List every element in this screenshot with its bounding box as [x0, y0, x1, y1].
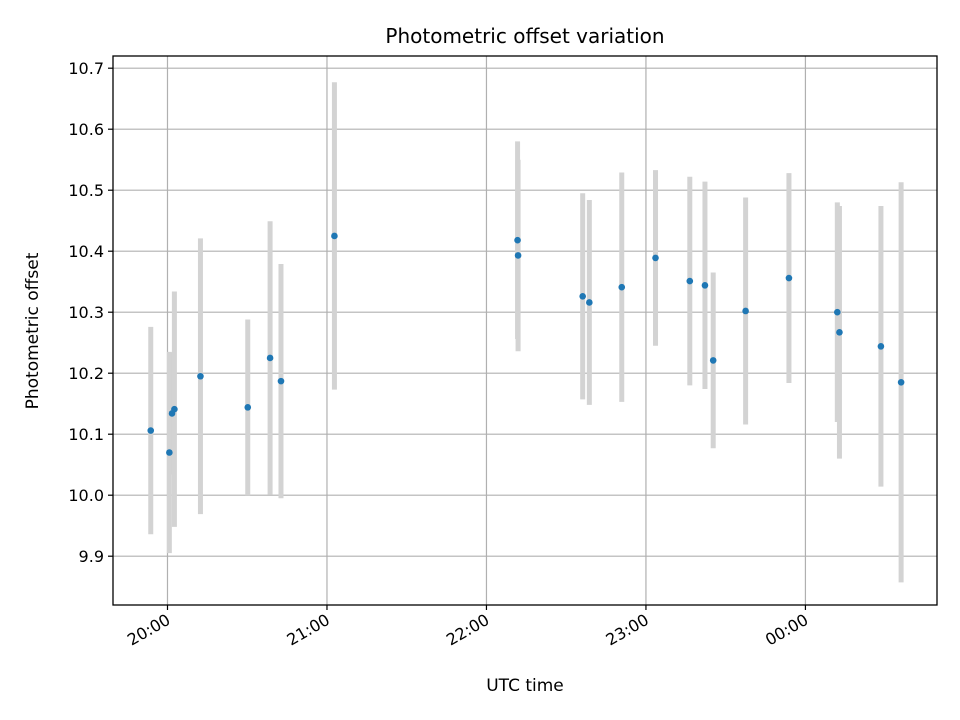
data-point: [834, 308, 841, 316]
data-point: [166, 449, 173, 456]
y-tick-label: 10.7: [68, 59, 104, 78]
data-point: [147, 427, 155, 434]
data-point: [877, 343, 885, 350]
data-point: [244, 404, 252, 411]
data-point: [266, 354, 274, 362]
data-point: [701, 282, 709, 289]
data-point: [709, 357, 717, 364]
x-axis-label: UTC time: [486, 676, 564, 696]
y-tick-label: 9.9: [79, 547, 104, 566]
chart-title: Photometric offset variation: [385, 24, 664, 48]
data-point: [836, 329, 843, 336]
y-tick-label: 10.5: [68, 181, 104, 200]
y-axis-label: Photometric offset: [23, 252, 43, 409]
data-point: [277, 377, 285, 385]
data-point: [579, 293, 586, 300]
data-point: [686, 277, 694, 285]
data-point: [514, 236, 521, 244]
data-point: [331, 232, 338, 240]
data-point: [514, 252, 522, 259]
data-point: [742, 307, 749, 315]
data-point: [897, 379, 905, 386]
data-point: [197, 372, 204, 380]
y-tick-label: 10.6: [68, 120, 104, 139]
data-point: [785, 274, 793, 282]
data-point: [618, 283, 626, 291]
plot-frame: [112, 55, 938, 606]
y-tick-label: 10.4: [68, 242, 104, 261]
data-point: [652, 254, 659, 262]
y-tick-label: 10.2: [68, 364, 104, 383]
y-tick-label: 10.3: [68, 303, 104, 322]
point-layer: [147, 232, 905, 456]
y-tick-label: 10.0: [68, 486, 104, 505]
data-point: [586, 299, 593, 306]
y-tick-label: 10.1: [68, 425, 104, 444]
data-point: [171, 405, 178, 413]
